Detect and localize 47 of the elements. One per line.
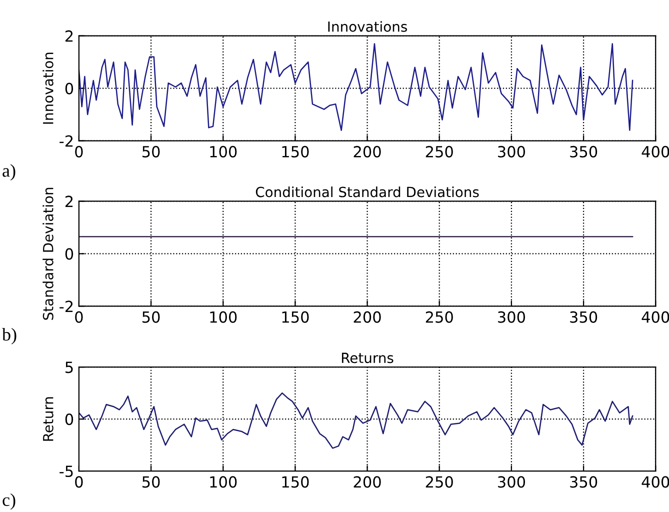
text: c) bbox=[2, 493, 16, 510]
x-tick-label: 100 bbox=[210, 146, 237, 158]
x-tick-label: 150 bbox=[282, 311, 309, 323]
chart-title: Innovations bbox=[328, 21, 407, 32]
x-tick-label: 400 bbox=[642, 311, 669, 323]
x-tick-label: 350 bbox=[570, 311, 598, 323]
x-tick-label: 0 bbox=[75, 476, 83, 488]
x-tick-label: 150 bbox=[282, 476, 309, 488]
x-tick-label: 150 bbox=[282, 146, 309, 158]
x-tick-label: 100 bbox=[210, 476, 237, 488]
x-tick-label: 350 bbox=[570, 146, 598, 158]
y-axis-title: Innovation bbox=[42, 52, 54, 124]
text: b) bbox=[2, 328, 16, 344]
y-tick-label: 0 bbox=[65, 414, 74, 426]
x-tick-label: 300 bbox=[498, 311, 526, 323]
x-tick-label: 250 bbox=[426, 476, 453, 488]
x-tick-label: 250 bbox=[426, 311, 453, 323]
x-tick-label: 400 bbox=[642, 476, 669, 488]
y-axis-title: Return bbox=[43, 397, 54, 441]
x-tick-label: 250 bbox=[426, 146, 453, 158]
y-tick-label: 2 bbox=[65, 30, 73, 42]
x-tick-label: 300 bbox=[498, 146, 526, 158]
y-axis-title: Standard Deviation bbox=[42, 188, 54, 320]
chart-title: Conditional Standard Deviations bbox=[256, 186, 479, 198]
y-tick-label: 0 bbox=[65, 82, 74, 94]
x-tick-label: 0 bbox=[75, 311, 83, 323]
x-tick-label: 200 bbox=[354, 311, 381, 323]
x-tick-label: 100 bbox=[210, 311, 237, 323]
x-tick-label: 50 bbox=[142, 146, 160, 158]
x-tick-label: 400 bbox=[642, 146, 669, 158]
y-tick-label: 5 bbox=[66, 362, 73, 374]
chart-title: Returns bbox=[342, 352, 394, 364]
line-series bbox=[78, 43, 634, 131]
line-series bbox=[78, 392, 634, 449]
text: a) bbox=[2, 164, 16, 180]
x-tick-label: 350 bbox=[570, 476, 598, 488]
x-tick-label: 50 bbox=[142, 311, 160, 323]
y-tick-label: -2 bbox=[60, 135, 73, 147]
x-tick-label: 200 bbox=[354, 476, 381, 488]
x-tick-label: 300 bbox=[498, 476, 526, 488]
y-tick-label: -5 bbox=[60, 466, 73, 478]
x-tick-label: 50 bbox=[142, 476, 160, 488]
x-tick-label: 200 bbox=[354, 146, 381, 158]
y-tick-label: -2 bbox=[60, 300, 73, 312]
x-tick-label: 0 bbox=[75, 146, 83, 158]
y-tick-label: 0 bbox=[65, 248, 74, 260]
y-tick-label: 2 bbox=[65, 196, 73, 208]
